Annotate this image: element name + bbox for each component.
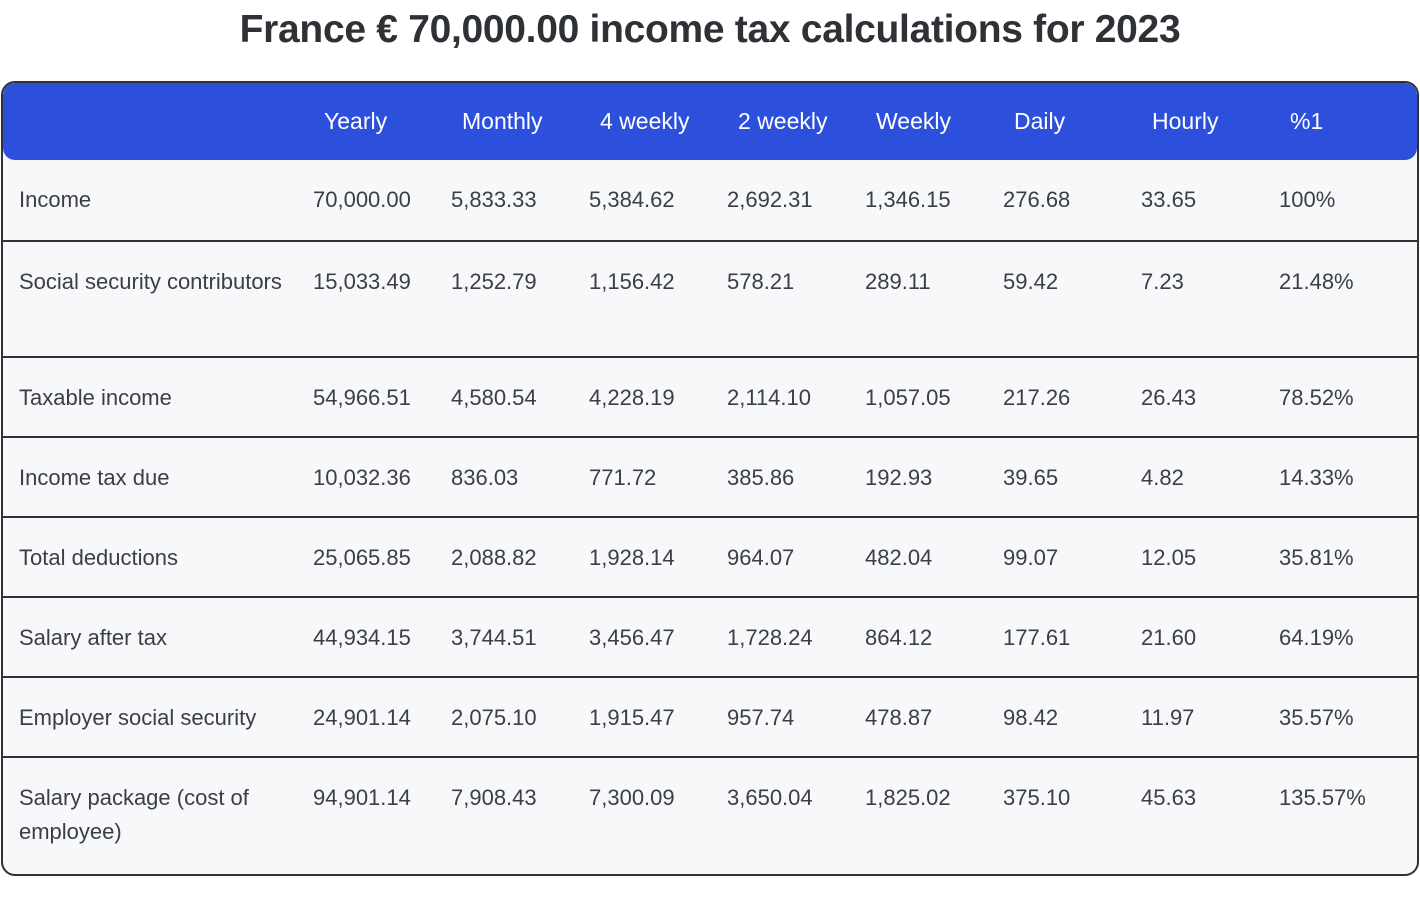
spacer bbox=[291, 781, 313, 870]
cell--1: 78.52% bbox=[1279, 385, 1354, 410]
cell-daily: 98.42 bbox=[1003, 705, 1059, 730]
cell--1: 135.57% bbox=[1279, 785, 1366, 810]
table-row: Salary after tax 44,934.15 3,744.51 3,456.4… bbox=[3, 596, 1417, 676]
cell-hourly: 33.65 bbox=[1141, 187, 1197, 212]
cell-4-weekly: 1,928.14 bbox=[589, 545, 675, 570]
table-row: Taxable income 54,966.51 4,580.54 4,228.19 2… bbox=[3, 356, 1417, 436]
cell-monthly: 3,744.51 bbox=[451, 625, 537, 650]
cell-monthly: 2,088.82 bbox=[451, 545, 537, 570]
table-row: Social security contributors 15,033.49 1,2… bbox=[3, 240, 1417, 356]
cell-weekly: 482.04 bbox=[865, 545, 933, 570]
cell-weekly: 192.93 bbox=[865, 465, 933, 490]
cell-monthly: 836.03 bbox=[451, 465, 519, 490]
cell-hourly: 4.82 bbox=[1141, 465, 1184, 490]
cell--1: 64.19% bbox=[1279, 625, 1354, 650]
cell--1: 35.57% bbox=[1279, 705, 1354, 730]
row-label: Salary after tax bbox=[19, 625, 167, 650]
cell-weekly: 289.11 bbox=[865, 269, 931, 294]
cell--1: 35.81% bbox=[1279, 545, 1354, 570]
cell-yearly: 10,032.36 bbox=[313, 465, 411, 490]
cell-yearly: 24,901.14 bbox=[313, 705, 411, 730]
cell-yearly: 25,065.85 bbox=[313, 545, 411, 570]
cell--1: 100% bbox=[1279, 187, 1336, 212]
cell-2-weekly: 385.86 bbox=[727, 465, 795, 490]
table-row: Employer social security 24,901.14 2,075.1… bbox=[3, 676, 1417, 756]
cell-hourly: 11.97 bbox=[1141, 705, 1195, 730]
cell-daily: 99.07 bbox=[1003, 545, 1059, 570]
cell-weekly: 864.12 bbox=[865, 625, 933, 650]
cell-hourly: 45.63 bbox=[1141, 785, 1197, 810]
table-header: Yearly Monthly 4 weekly 2 weekly Weekly Daily… bbox=[3, 83, 1417, 160]
cell-yearly: 70,000.00 bbox=[313, 187, 411, 212]
column-header: Weekly bbox=[876, 108, 951, 134]
row-label: Income bbox=[19, 187, 92, 212]
cell-monthly: 4,580.54 bbox=[451, 385, 537, 410]
table-row: Total deductions 25,065.85 2,088.82 1,928.1… bbox=[3, 516, 1417, 596]
cell-4-weekly: 4,228.19 bbox=[589, 385, 675, 410]
tax-table: Yearly Monthly 4 weekly 2 weekly Weekly Daily… bbox=[1, 81, 1419, 876]
row-label: Taxable income bbox=[19, 385, 172, 410]
table-body: Income 70,000.00 5,833.33 5,384.62 2,692.31 1… bbox=[3, 160, 1417, 870]
cell-weekly: 1,825.02 bbox=[865, 785, 951, 810]
cell-weekly: 1,057.05 bbox=[865, 385, 951, 410]
cell-daily: 59.42 bbox=[1003, 269, 1059, 294]
row-label: Income tax due bbox=[19, 465, 170, 490]
column-header: Monthly bbox=[462, 108, 543, 134]
cell--1: 14.33% bbox=[1279, 465, 1354, 490]
cell-yearly: 44,934.15 bbox=[313, 625, 411, 650]
cell-2-weekly: 3,650.04 bbox=[727, 785, 813, 810]
cell--1: 21.48% bbox=[1279, 269, 1354, 294]
cell-2-weekly: 2,692.31 bbox=[727, 187, 813, 212]
cell-weekly: 478.87 bbox=[865, 705, 933, 730]
table-row: Income tax due 10,032.36 836.03 771.72 385.8… bbox=[3, 436, 1417, 516]
row-label: Total deductions bbox=[19, 545, 178, 570]
cell-4-weekly: 1,915.47 bbox=[589, 705, 675, 730]
cell-2-weekly: 578.21 bbox=[727, 269, 795, 294]
cell-monthly: 2,075.10 bbox=[451, 705, 537, 730]
cell-2-weekly: 1,728.24 bbox=[727, 625, 813, 650]
cell-hourly: 7.23 bbox=[1141, 269, 1184, 294]
table-row: Income 70,000.00 5,833.33 5,384.62 2,692.31 1… bbox=[3, 160, 1417, 240]
column-header: Yearly bbox=[324, 108, 388, 134]
cell-hourly: 26.43 bbox=[1141, 385, 1197, 410]
cell-daily: 39.65 bbox=[1003, 465, 1059, 490]
cell-4-weekly: 7,300.09 bbox=[589, 785, 675, 810]
cell-yearly: 15,033.49 bbox=[313, 269, 411, 294]
cell-monthly: 7,908.43 bbox=[451, 785, 537, 810]
row-label: Employer social security bbox=[19, 705, 257, 730]
table-row: Salary package (cost of employee) 94,901.… bbox=[3, 756, 1417, 870]
cell-daily: 375.10 bbox=[1003, 785, 1071, 810]
cell-2-weekly: 964.07 bbox=[727, 545, 795, 570]
row-label: Social security contributors bbox=[19, 269, 282, 294]
column-header: %1 bbox=[1290, 108, 1324, 134]
cell-4-weekly: 3,456.47 bbox=[589, 625, 675, 650]
column-header: 2 weekly bbox=[738, 108, 828, 134]
cell-daily: 217.26 bbox=[1003, 385, 1071, 410]
cell-4-weekly: 5,384.62 bbox=[589, 187, 675, 212]
cell-hourly: 21.60 bbox=[1141, 625, 1197, 650]
cell-monthly: 1,252.79 bbox=[451, 269, 537, 294]
cell-yearly: 54,966.51 bbox=[313, 385, 411, 410]
cell-2-weekly: 2,114.10 bbox=[727, 385, 812, 410]
column-header: Hourly bbox=[1152, 108, 1219, 134]
spacer bbox=[291, 265, 313, 356]
cell-monthly: 5,833.33 bbox=[451, 187, 537, 212]
cell-4-weekly: 771.72 bbox=[589, 465, 657, 490]
cell-daily: 276.68 bbox=[1003, 187, 1071, 212]
cell-4-weekly: 1,156.42 bbox=[589, 269, 675, 294]
cell-weekly: 1,346.15 bbox=[865, 187, 951, 212]
column-header: Daily bbox=[1014, 108, 1066, 134]
row-label: Salary package (cost of employee) bbox=[19, 785, 249, 844]
cell-hourly: 12.05 bbox=[1141, 545, 1197, 570]
cell-daily: 177.61 bbox=[1003, 625, 1071, 650]
column-header: 4 weekly bbox=[600, 108, 690, 134]
cell-2-weekly: 957.74 bbox=[727, 705, 795, 730]
cell-yearly: 94,901.14 bbox=[313, 785, 411, 810]
page-title: France € 70,000.00 income tax calculatio… bbox=[239, 8, 1181, 51]
